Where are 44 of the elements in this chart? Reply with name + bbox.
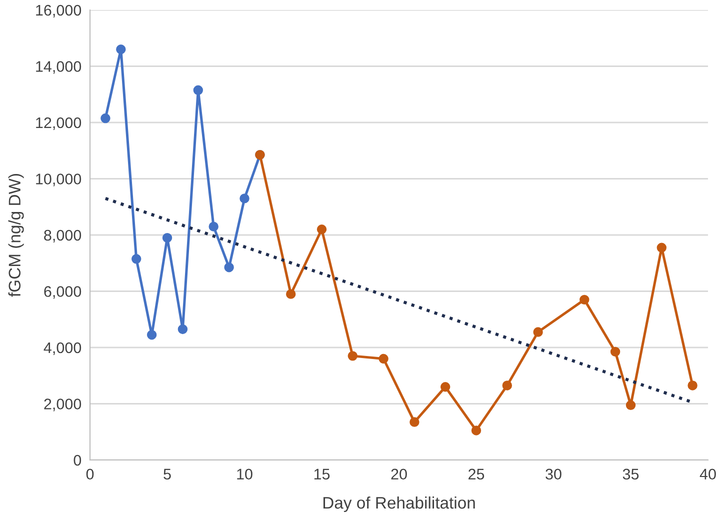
point <box>193 85 204 96</box>
point <box>440 382 450 392</box>
point <box>656 242 667 253</box>
point <box>378 354 388 364</box>
x-tick-label: 10 <box>237 468 252 480</box>
point <box>316 224 327 234</box>
point <box>178 324 188 334</box>
x-tick-label: 0 <box>86 468 94 480</box>
y-tick-label: 14,000 <box>36 61 82 74</box>
x-tick-label: 40 <box>700 468 716 480</box>
x-tick-label: 20 <box>391 468 407 480</box>
point <box>533 327 543 337</box>
y-axis-title: fGCM (ng/g DW) <box>8 174 24 297</box>
point <box>502 380 512 390</box>
point <box>610 346 620 357</box>
point <box>471 426 482 436</box>
point <box>224 262 234 272</box>
point <box>116 44 126 54</box>
x-tick-label: 25 <box>468 468 484 480</box>
y-tick-label: 0 <box>74 454 82 466</box>
y-tick-label: 4,000 <box>44 342 82 355</box>
point <box>146 330 157 340</box>
y-tick-label: 8,000 <box>44 230 82 242</box>
x-tick-label: 35 <box>622 468 639 480</box>
x-tick-label: 15 <box>314 468 330 480</box>
y-tick-label: 2,000 <box>44 398 82 412</box>
y-tick-label: 12,000 <box>36 117 82 130</box>
x-tick-label: 30 <box>546 468 562 480</box>
point <box>162 232 172 243</box>
y-tick-label: 10,000 <box>36 174 82 186</box>
point <box>410 417 420 427</box>
point <box>626 400 636 410</box>
y-tick-label: 16,000 <box>36 4 82 18</box>
y-tick-label: 6,000 <box>44 286 82 299</box>
point <box>286 289 296 299</box>
point <box>580 294 590 305</box>
point <box>688 380 698 390</box>
point <box>100 113 110 124</box>
point <box>348 351 358 361</box>
x-tick-label: 5 <box>164 468 171 480</box>
point <box>208 222 218 232</box>
point <box>240 194 250 204</box>
point <box>131 254 142 264</box>
x-axis-title: Day of Rehabilitation <box>323 496 475 512</box>
